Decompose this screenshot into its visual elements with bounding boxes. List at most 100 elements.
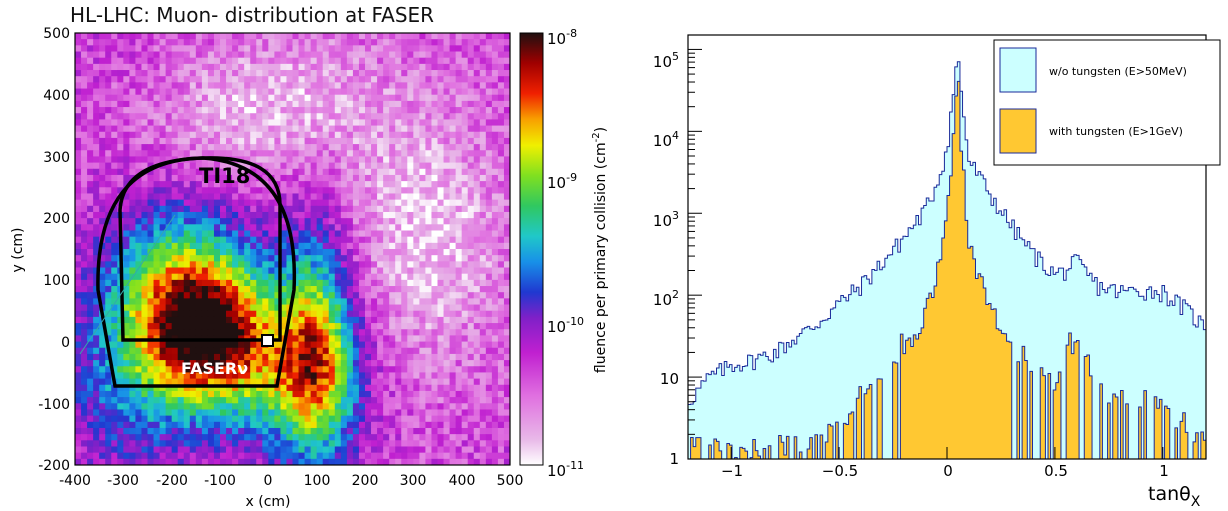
heatmap-cell [473,76,481,83]
heatmap-cell [207,255,215,262]
heatmap-cell [371,347,378,355]
heatmap-cell [195,378,203,386]
heatmap-cell [431,125,438,133]
heatmap-cell [141,137,148,145]
heatmap-cell [491,242,499,250]
heatmap-cell [129,360,136,367]
heatmap-cell [256,378,263,386]
heatmap-cell [322,390,330,398]
heatmap-cell [93,390,100,398]
heatmap-cell [413,434,420,441]
heatmap-cell [304,310,312,318]
heatmap-cell [455,218,463,225]
heatmap-cell [346,353,354,361]
heatmap-cell [413,150,420,157]
heatmap-cell [316,403,324,410]
heatmap-cell [346,298,354,305]
heatmap-cell [147,409,154,417]
heatmap-cell [280,39,287,46]
heatmap-cell [238,255,245,262]
heatmap-cell [244,187,251,194]
heatmap-cell [358,150,366,157]
heatmap-cell [195,199,203,207]
heatmap-cell [395,434,402,441]
heatmap-cell [220,384,227,392]
heatmap-cell [352,70,360,77]
heatmap-cell [262,236,269,244]
heatmap-cell [105,236,112,244]
heatmap-cell [377,279,384,287]
heatmap-cell [298,323,305,330]
heatmap-cell [365,137,372,145]
heatmap-cell [226,94,233,102]
heatmap-cell [87,434,94,441]
heatmap-cell [340,310,348,318]
heatmap-cell [431,390,438,398]
heatmap-cell [201,51,209,59]
heatmap-cell [256,323,263,330]
heatmap-cell [183,366,191,373]
heatmap-cell [437,174,444,182]
heatmap-cell [365,187,372,194]
heatmap-cell [213,51,221,59]
heatmap-cell [129,125,136,133]
heatmap-cell [153,316,160,324]
heatmap-cell [81,292,88,299]
heatmap-cell [159,45,167,52]
heatmap-cell [75,125,82,133]
heatmap-cell [105,125,112,133]
heatmap-cell [262,360,269,367]
heatmap-cell [195,174,203,182]
heatmap-cell [371,403,378,410]
heatmap-cell [461,39,469,46]
heatmap-cell [377,131,384,139]
heatmap-cell [99,224,106,231]
heatmap-cell [220,242,227,250]
heatmap-cell [256,255,263,262]
heatmap-cell [413,211,420,219]
heatmap-cell [449,181,457,188]
heatmap-cell [141,125,148,133]
heatmap-cell [449,100,457,108]
heatmap-cell [455,144,463,151]
heatmap-cell [111,107,118,114]
heatmap-cell [93,205,100,213]
heatmap-cell [340,205,348,213]
heatmap-cell [232,286,239,293]
heatmap-cell [171,249,179,256]
heatmap-cell [244,390,251,398]
heatmap-cell [244,341,251,349]
heatmap-cell [407,199,414,207]
heatmap-cell [201,94,209,102]
heatmap-cell [449,255,457,262]
heatmap-cell [304,174,312,182]
heatmap-cell [99,452,106,460]
heatmap-cell [346,125,354,133]
heatmap-cell [395,125,402,133]
heatmap-cell [497,304,505,312]
heatmap-cell [177,286,185,293]
heatmap-cell [292,63,299,71]
heatmap-cell [207,434,215,441]
heatmap-cell [87,39,94,46]
heatmap-cell [491,347,499,355]
heatmap-cell [220,452,227,460]
heatmap-cell [298,39,305,46]
heatmap-cell [93,57,100,65]
heatmap-cell [479,446,487,454]
heatmap-cell [81,249,88,256]
heatmap-cell [304,113,312,120]
heatmap-cell [310,63,318,71]
heatmap-cell [262,261,269,268]
heatmap-cell [401,150,408,157]
heatmap-cell [153,119,160,126]
heatmap-cell [371,298,378,305]
heatmap-cell [159,273,167,281]
heatmap-cell [129,168,136,176]
heatmap-cell [407,33,414,40]
heatmap-cell [75,298,82,305]
heatmap-cell [298,76,305,83]
heatmap-cell [123,156,130,163]
heatmap-cell [395,88,402,96]
heatmap-cell [395,211,402,219]
